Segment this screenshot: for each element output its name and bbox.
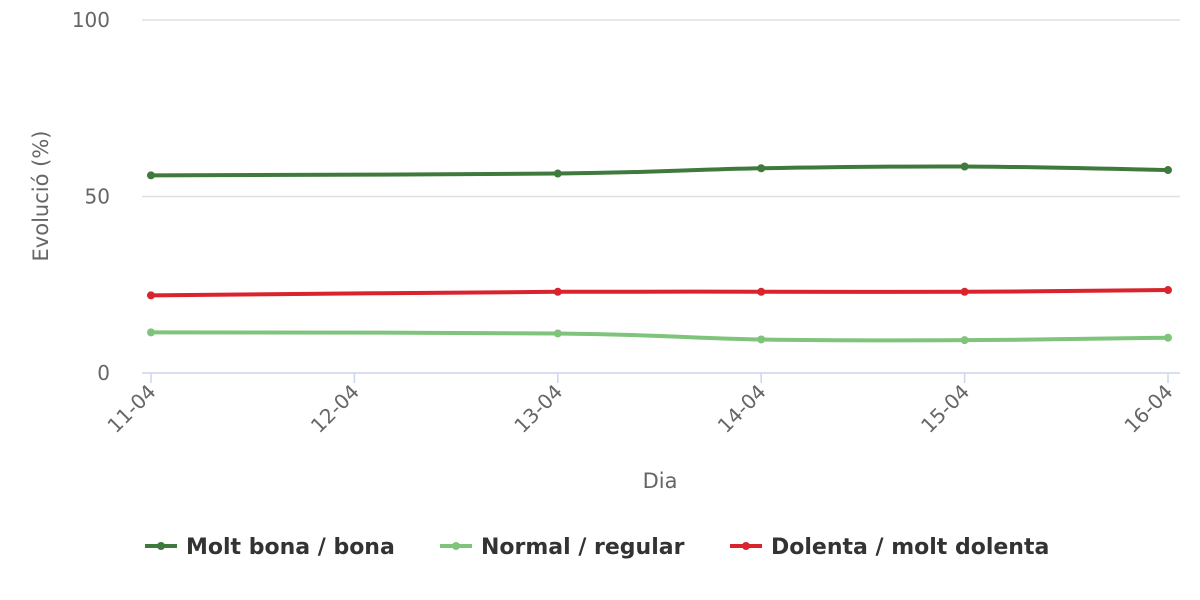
legend-label: Molt bona / bona [186, 535, 395, 560]
data-point[interactable] [1164, 166, 1172, 175]
data-point[interactable] [1164, 333, 1172, 342]
data-point[interactable] [960, 336, 969, 345]
x-tick-label: 14-04 [713, 380, 771, 438]
legend-label: Dolenta / molt dolenta [771, 535, 1049, 560]
data-point[interactable] [147, 328, 155, 337]
legend-label: Normal / regular [481, 535, 685, 560]
series-line [149, 330, 1170, 343]
series-line [149, 164, 1170, 178]
data-point[interactable] [960, 162, 969, 171]
x-tick-label: 16-04 [1119, 380, 1177, 438]
data-point[interactable] [553, 287, 562, 296]
series-layer [147, 162, 1172, 345]
legend-item[interactable]: Molt bona / bona [145, 535, 395, 560]
x-axis: 11-04 12-04 13-04 14-04 15-04 16-04 [102, 372, 1180, 438]
x-tick-label: 11-04 [102, 380, 160, 438]
y-tick-label: 0 [97, 361, 110, 385]
series-3 [147, 286, 1172, 300]
y-axis-title: Evolució (%) [29, 131, 53, 262]
x-tick-label: 13-04 [509, 380, 567, 438]
grid-lines [142, 19, 1180, 198]
series-1 [147, 162, 1172, 180]
legend-item[interactable]: Dolenta / molt dolenta [730, 535, 1049, 560]
y-tick-label: 100 [72, 8, 110, 32]
y-tick-label: 50 [85, 185, 110, 209]
data-point[interactable] [960, 287, 969, 296]
legend-item[interactable]: Normal / regular [440, 535, 685, 560]
legend-symbol-marker [452, 542, 460, 550]
data-point[interactable] [147, 171, 155, 180]
data-point[interactable] [757, 164, 766, 173]
x-tick-label: 12-04 [306, 380, 364, 438]
data-point[interactable] [1164, 286, 1172, 295]
series-2 [147, 328, 1172, 345]
data-point[interactable] [757, 335, 766, 344]
data-point[interactable] [553, 329, 562, 338]
x-axis-title: Dia [643, 469, 678, 493]
legend-symbol-marker [742, 542, 750, 550]
legend-symbol-marker [157, 542, 165, 550]
legend: Molt bona / bona Normal / regular Dolenta … [145, 535, 1049, 560]
data-point[interactable] [553, 169, 562, 178]
series-line [149, 288, 1170, 298]
data-point[interactable] [147, 291, 155, 300]
y-axis-ticks: 0 50 100 [72, 8, 110, 385]
x-tick-label: 15-04 [916, 380, 974, 438]
data-point[interactable] [757, 287, 766, 296]
